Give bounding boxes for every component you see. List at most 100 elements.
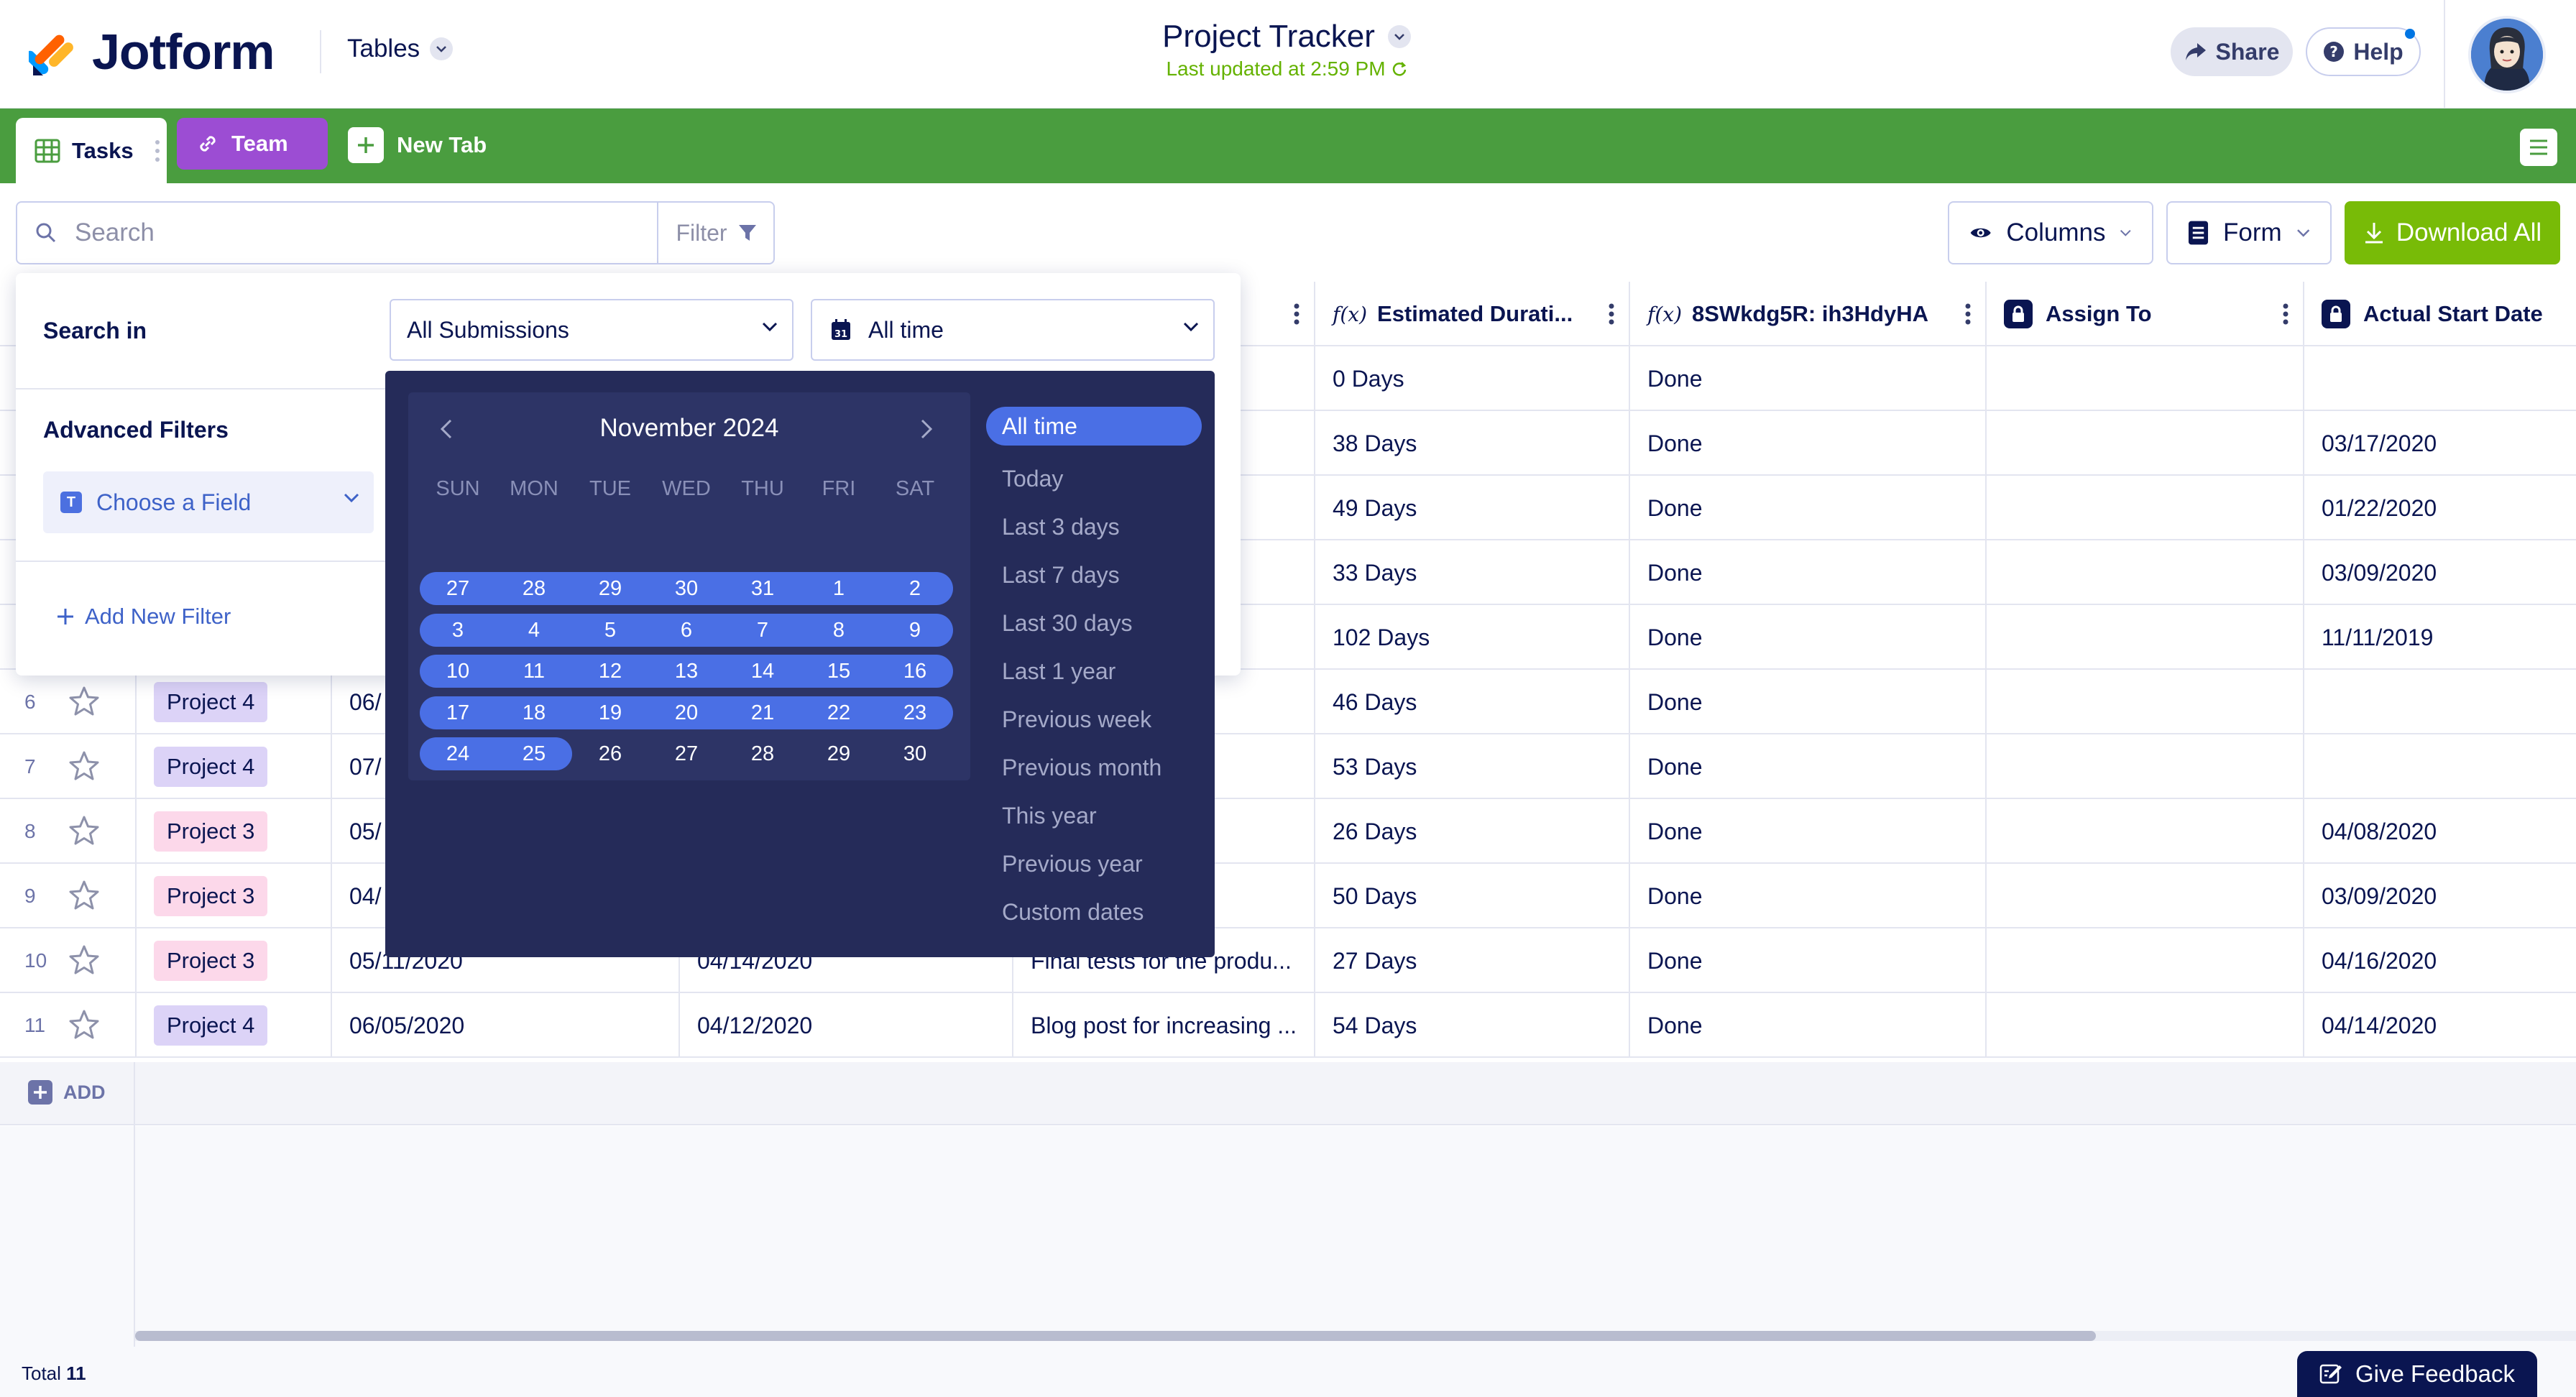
date-preset-option[interactable]: Last 7 days	[1002, 562, 1120, 588]
choose-field-select[interactable]: T Choose a Field	[43, 471, 374, 533]
calendar-day[interactable]: 8	[832, 618, 845, 642]
calendar-day[interactable]: 20	[674, 701, 699, 724]
cell-status[interactable]: Done	[1630, 928, 1987, 993]
date-preset-option[interactable]: Previous month	[1002, 755, 1162, 780]
column-header-formula-field[interactable]: f(x) 8SWkdg5R: ih3HdyHA	[1630, 282, 1987, 346]
cell-actual-start-date[interactable]: 04/08/2020	[2322, 818, 2437, 844]
star-icon[interactable]	[68, 815, 101, 847]
calendar-day[interactable]: 10	[446, 660, 470, 683]
new-tab-button[interactable]: New Tab	[348, 127, 487, 163]
cell-status[interactable]: Done	[1630, 799, 1987, 864]
time-range-select[interactable]: 31 All time	[811, 299, 1215, 361]
cell-actual-start-date[interactable]: 04/14/2020	[2322, 1012, 2437, 1038]
star-icon[interactable]	[68, 750, 101, 782]
column-menu-icon[interactable]	[1609, 303, 1614, 325]
cell-status[interactable]: Done	[1630, 993, 1987, 1058]
calendar-day[interactable]: 12	[598, 660, 622, 683]
cell-estimated-duration[interactable]: 26 Days	[1315, 799, 1630, 864]
calendar-day[interactable]: 29	[598, 577, 622, 600]
cell-assign-to[interactable]	[1987, 476, 2304, 540]
column-header-assign-to[interactable]: Assign To	[1987, 282, 2304, 346]
refresh-icon[interactable]	[1392, 61, 1407, 77]
cell-estimated-duration[interactable]: 102 Days	[1315, 605, 1630, 670]
cell-estimated-duration[interactable]: 0 Days	[1315, 346, 1630, 411]
horizontal-scrollbar[interactable]	[135, 1331, 2576, 1341]
cell-estimated-duration[interactable]: 27 Days	[1315, 928, 1630, 993]
cell-status[interactable]: Done	[1630, 411, 1987, 476]
form-button[interactable]: Form	[2166, 201, 2332, 264]
cell-assign-to[interactable]	[1987, 864, 2304, 928]
column-menu-icon[interactable]	[2283, 303, 2288, 325]
calendar-day[interactable]: 4	[528, 618, 540, 642]
cell-date[interactable]: 06/05/2020	[332, 993, 680, 1058]
date-preset-option[interactable]: This year	[1002, 803, 1097, 829]
column-menu-icon[interactable]	[1294, 303, 1300, 325]
submissions-select[interactable]: All Submissions	[390, 299, 794, 361]
cell-actual-start-date[interactable]: 11/11/2019	[2322, 624, 2434, 650]
date-preset-option[interactable]: Last 1 year	[1002, 658, 1116, 684]
cell-assign-to[interactable]	[1987, 670, 2304, 734]
cell-estimated-duration[interactable]: 33 Days	[1315, 540, 1630, 605]
calendar-day[interactable]: 14	[750, 660, 775, 683]
add-row-button[interactable]: ADD	[27, 1079, 106, 1105]
hamburger-menu-icon[interactable]	[2520, 129, 2557, 166]
calendar-day[interactable]: 22	[827, 701, 851, 724]
column-menu-icon[interactable]	[1965, 303, 1971, 325]
calendar-day[interactable]: 7	[756, 618, 769, 642]
calendar-day[interactable]: 30	[903, 742, 927, 765]
calendar-day[interactable]: 3	[451, 618, 464, 642]
cell-assign-to[interactable]	[1987, 605, 2304, 670]
cell-actual-start-date[interactable]: 04/16/2020	[2322, 947, 2437, 974]
star-icon[interactable]	[68, 944, 101, 976]
calendar-day[interactable]: 19	[598, 701, 622, 724]
cell-actual-start-date[interactable]	[2304, 346, 2576, 411]
add-new-filter-button[interactable]: Add New Filter	[56, 604, 231, 630]
cell-actual-start-date[interactable]: 03/09/2020	[2322, 559, 2437, 586]
cell-assign-to[interactable]	[1987, 411, 2304, 476]
cell-actual-start-date[interactable]	[2304, 670, 2576, 734]
calendar-day[interactable]: 21	[750, 701, 775, 724]
cell-estimated-duration[interactable]: 46 Days	[1315, 670, 1630, 734]
cell-status[interactable]: Done	[1630, 540, 1987, 605]
calendar-day[interactable]: 9	[908, 618, 921, 642]
calendar-day[interactable]: 24	[446, 742, 470, 765]
cell-project[interactable]: Project 3	[135, 799, 332, 864]
calendar-day[interactable]: 27	[446, 577, 470, 600]
calendar-day[interactable]: 29	[827, 742, 851, 765]
columns-button[interactable]: Columns	[1948, 201, 2153, 264]
date-preset-option[interactable]: Custom dates	[1002, 899, 1144, 925]
column-header-actual-start-date[interactable]: Actual Start Date	[2304, 282, 2576, 346]
star-icon[interactable]	[68, 686, 101, 717]
tables-menu[interactable]: Tables	[347, 34, 454, 63]
star-icon[interactable]	[68, 1009, 101, 1041]
date-preset-option[interactable]: Previous week	[1002, 706, 1152, 732]
cell-date[interactable]: 04/12/2020	[680, 993, 1013, 1058]
user-avatar[interactable]	[2468, 16, 2546, 93]
cell-assign-to[interactable]	[1987, 540, 2304, 605]
calendar-day[interactable]: 31	[750, 577, 775, 600]
give-feedback-button[interactable]: Give Feedback	[2297, 1351, 2537, 1397]
date-preset-option[interactable]: Last 30 days	[1002, 610, 1133, 636]
cell-estimated-duration[interactable]: 38 Days	[1315, 411, 1630, 476]
page-title[interactable]: Project Tracker	[1162, 19, 1375, 54]
calendar-day[interactable]: 6	[680, 618, 693, 642]
cell-assign-to[interactable]	[1987, 993, 2304, 1058]
calendar-day[interactable]: 18	[522, 701, 546, 724]
calendar-day[interactable]: 2	[908, 577, 921, 600]
share-button[interactable]: Share	[2171, 27, 2293, 76]
cell-actual-start-date[interactable]: 01/22/2020	[2322, 494, 2437, 521]
cell-project[interactable]: Project 4	[135, 734, 332, 799]
cell-project[interactable]: Project 3	[135, 928, 332, 993]
download-all-button[interactable]: Download All	[2345, 201, 2560, 264]
cell-status[interactable]: Done	[1630, 346, 1987, 411]
column-header-description[interactable]	[1013, 282, 1315, 346]
calendar-day[interactable]: 30	[674, 577, 699, 600]
chevron-left-icon[interactable]	[440, 418, 453, 440]
cell-status[interactable]: Done	[1630, 670, 1987, 734]
cell-project[interactable]: Project 3	[135, 864, 332, 928]
star-icon[interactable]	[68, 880, 101, 911]
tab-team[interactable]: Team	[177, 118, 328, 170]
cell-estimated-duration[interactable]: 49 Days	[1315, 476, 1630, 540]
cell-actual-start-date[interactable]	[2304, 734, 2576, 799]
help-button[interactable]: ? Help	[2306, 27, 2421, 76]
